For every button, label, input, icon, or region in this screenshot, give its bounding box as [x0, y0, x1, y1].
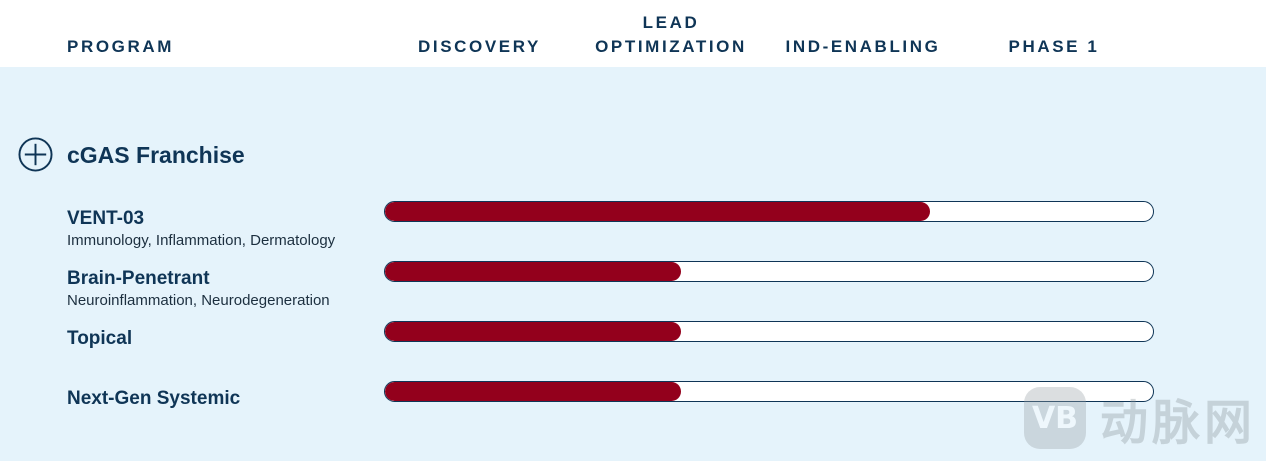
program-name: Brain-Penetrant — [67, 268, 210, 289]
header-stage-discovery: DISCOVERY — [418, 35, 540, 59]
progress-track — [384, 321, 1154, 342]
header-stage-phase-1: PHASE 1 — [1006, 35, 1102, 59]
watermark-text: 动脉网 — [1099, 395, 1256, 451]
franchise-toggle[interactable]: cGAS Franchise — [18, 137, 245, 172]
header-stage-ind-enabling: IND-ENABLING — [784, 35, 942, 59]
header-program: PROGRAM — [67, 35, 174, 59]
program-row: Next-Gen Systemic — [0, 381, 1266, 439]
franchise-title: cGAS Franchise — [67, 141, 245, 168]
header-stage-label: OPTIMIZATION — [595, 37, 747, 56]
progress-fill — [385, 262, 681, 281]
header-stage-label: PHASE 1 — [1008, 37, 1100, 56]
progress-track — [384, 201, 1154, 222]
pipeline-content: cGAS Franchise VENT-03 Immunology, Infla… — [0, 67, 1266, 461]
watermark: VB 动脉网 — [1023, 383, 1256, 453]
plus-circle-icon[interactable] — [18, 137, 53, 172]
program-row: VENT-03 Immunology, Inflammation, Dermat… — [0, 201, 1266, 259]
program-row: Brain-Penetrant Neuroinflammation, Neuro… — [0, 261, 1266, 319]
progress-track — [384, 261, 1154, 282]
header-stage-lead-optimization: LEAD OPTIMIZATION — [592, 11, 750, 59]
program-row: Topical — [0, 321, 1266, 379]
watermark-logo: VB — [1023, 387, 1086, 449]
program-name: Topical — [67, 328, 133, 349]
header-program-label: PROGRAM — [67, 37, 174, 56]
header-stage-label: DISCOVERY — [418, 37, 541, 56]
program-indication: Neuroinflammation, Neurodegeneration — [67, 292, 330, 309]
header-stage-label: LEAD — [642, 13, 700, 32]
header-stage-label: IND-ENABLING — [785, 37, 941, 56]
program-name: VENT-03 — [67, 208, 145, 229]
program-name: Next-Gen Systemic — [67, 388, 241, 409]
progress-fill — [385, 322, 681, 341]
progress-fill — [385, 202, 931, 221]
program-indication: Immunology, Inflammation, Dermatology — [67, 232, 336, 249]
progress-track — [384, 381, 1154, 402]
pipeline-header: PROGRAM DISCOVERY LEAD OPTIMIZATION IND-… — [0, 0, 1266, 67]
progress-fill — [385, 382, 681, 401]
